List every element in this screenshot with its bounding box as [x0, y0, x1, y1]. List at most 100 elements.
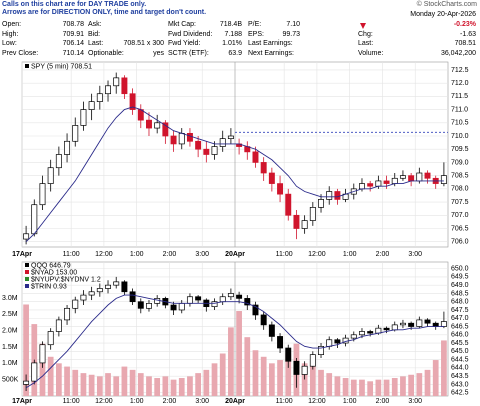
y-tick-label: 711.5	[451, 93, 468, 100]
candle-body	[367, 183, 374, 187]
volume-bar	[146, 376, 152, 396]
volume-bar	[211, 363, 218, 396]
candle-body	[31, 362, 38, 382]
volume-bar	[408, 374, 415, 396]
volume-bar	[195, 373, 202, 396]
y-tick-label: 643.5	[451, 373, 469, 380]
candle-body	[170, 304, 177, 311]
y-tick-label: 711.0	[451, 106, 468, 113]
candle-body	[391, 177, 398, 184]
note: Arrows are for DIRECTION ONLY, time and …	[2, 9, 207, 16]
candle-body	[416, 319, 423, 327]
volume-bar	[178, 378, 185, 396]
y-tick-label: 643.0	[451, 381, 469, 388]
y-tick-label: 706.0	[451, 239, 469, 246]
candle-body	[399, 322, 406, 326]
candle-body	[367, 331, 374, 334]
legend-swatch	[25, 284, 29, 288]
candle-body	[408, 175, 415, 182]
candle-body	[383, 327, 390, 331]
legend-label: $NYUPV:$NYDNV 1.2	[31, 276, 101, 283]
candle-body	[47, 331, 54, 346]
volume-bar	[47, 356, 54, 396]
volume-bar	[375, 379, 382, 396]
candle-body	[277, 336, 284, 349]
y-tick-label: 649.5	[451, 274, 469, 281]
volume-bar	[334, 376, 341, 396]
volume-bar	[309, 366, 316, 396]
candle-body	[195, 140, 202, 150]
volume-bar	[424, 369, 431, 396]
candle-body	[244, 298, 251, 306]
field-label: Last:	[88, 40, 104, 47]
legend-label: $TRIN 0.93	[31, 283, 67, 290]
volume-bar	[88, 374, 95, 396]
candle-body	[268, 324, 275, 337]
field-label: Next Earnings:	[248, 49, 294, 57]
volume-bar	[268, 363, 275, 396]
candle-body	[170, 135, 177, 145]
legend-swatch	[25, 277, 29, 281]
candle-body	[227, 135, 234, 139]
volume-bar	[219, 353, 226, 396]
x-tick-label: 3:00	[408, 398, 422, 405]
volume-bar	[72, 369, 79, 396]
y-tick-label: 708.0	[451, 186, 469, 193]
candle-body	[383, 180, 390, 184]
candle-body	[47, 167, 54, 184]
candle-body	[64, 307, 71, 321]
candle-body	[432, 322, 439, 327]
candle-body	[121, 77, 128, 95]
volume-bar	[260, 356, 267, 396]
volume-bar	[80, 373, 87, 396]
candle-body	[391, 324, 398, 331]
candle-body	[268, 172, 275, 184]
volume-bar	[342, 378, 349, 396]
field-value: 709.91	[62, 30, 84, 38]
candle-body	[211, 301, 218, 308]
field-label: High:	[2, 30, 19, 38]
change-pct: -0.23%	[453, 21, 476, 28]
y-tick-label: 644.0	[451, 365, 469, 372]
volume-bar	[39, 343, 46, 396]
candle-body	[277, 183, 284, 195]
candle-body	[72, 299, 79, 309]
y-tick-label: 647.5	[451, 307, 469, 314]
candle-body	[236, 294, 243, 299]
volume-bar	[318, 369, 324, 396]
volume-bar	[391, 378, 398, 396]
candle-body	[440, 175, 447, 184]
candle-body	[318, 199, 324, 208]
field-value: 1.01%	[222, 40, 242, 47]
x-tick-label: 12:00	[308, 398, 326, 405]
field-value: 718.4B	[219, 21, 242, 28]
candle-body	[105, 85, 111, 95]
volume-tick-label: 2.5M	[2, 311, 18, 318]
candle-body	[80, 294, 87, 301]
field-label: Volume:	[358, 49, 384, 57]
x-tick-label: 12:00	[95, 251, 113, 258]
y-tick-label: 709.0	[451, 159, 469, 166]
x-tick-label: 2:00	[376, 398, 390, 405]
candle-body	[88, 291, 95, 296]
candle-body	[334, 339, 341, 344]
candle-body	[186, 296, 193, 304]
volume-bar	[187, 376, 193, 396]
y-tick-label: 649.0	[451, 282, 469, 289]
volume-bar	[285, 353, 292, 396]
source: © StockCharts.com	[416, 1, 477, 8]
volume-bar	[416, 373, 423, 396]
legend-swatch	[25, 64, 29, 68]
field-value: 63.9	[228, 49, 242, 57]
candle-body	[88, 101, 95, 110]
candle-body	[309, 354, 316, 367]
y-tick-label: 712.5	[451, 67, 469, 74]
date: Monday 20-Apr-2026	[410, 11, 476, 18]
x-tick-label: 11:00	[276, 398, 293, 405]
field-label: Fwd Dividend:	[168, 30, 213, 38]
y-tick-label: 647.0	[451, 315, 469, 322]
field-label: Chg:	[358, 30, 373, 38]
volume-tick-label: 500K	[2, 377, 19, 384]
candle-body	[260, 314, 267, 326]
